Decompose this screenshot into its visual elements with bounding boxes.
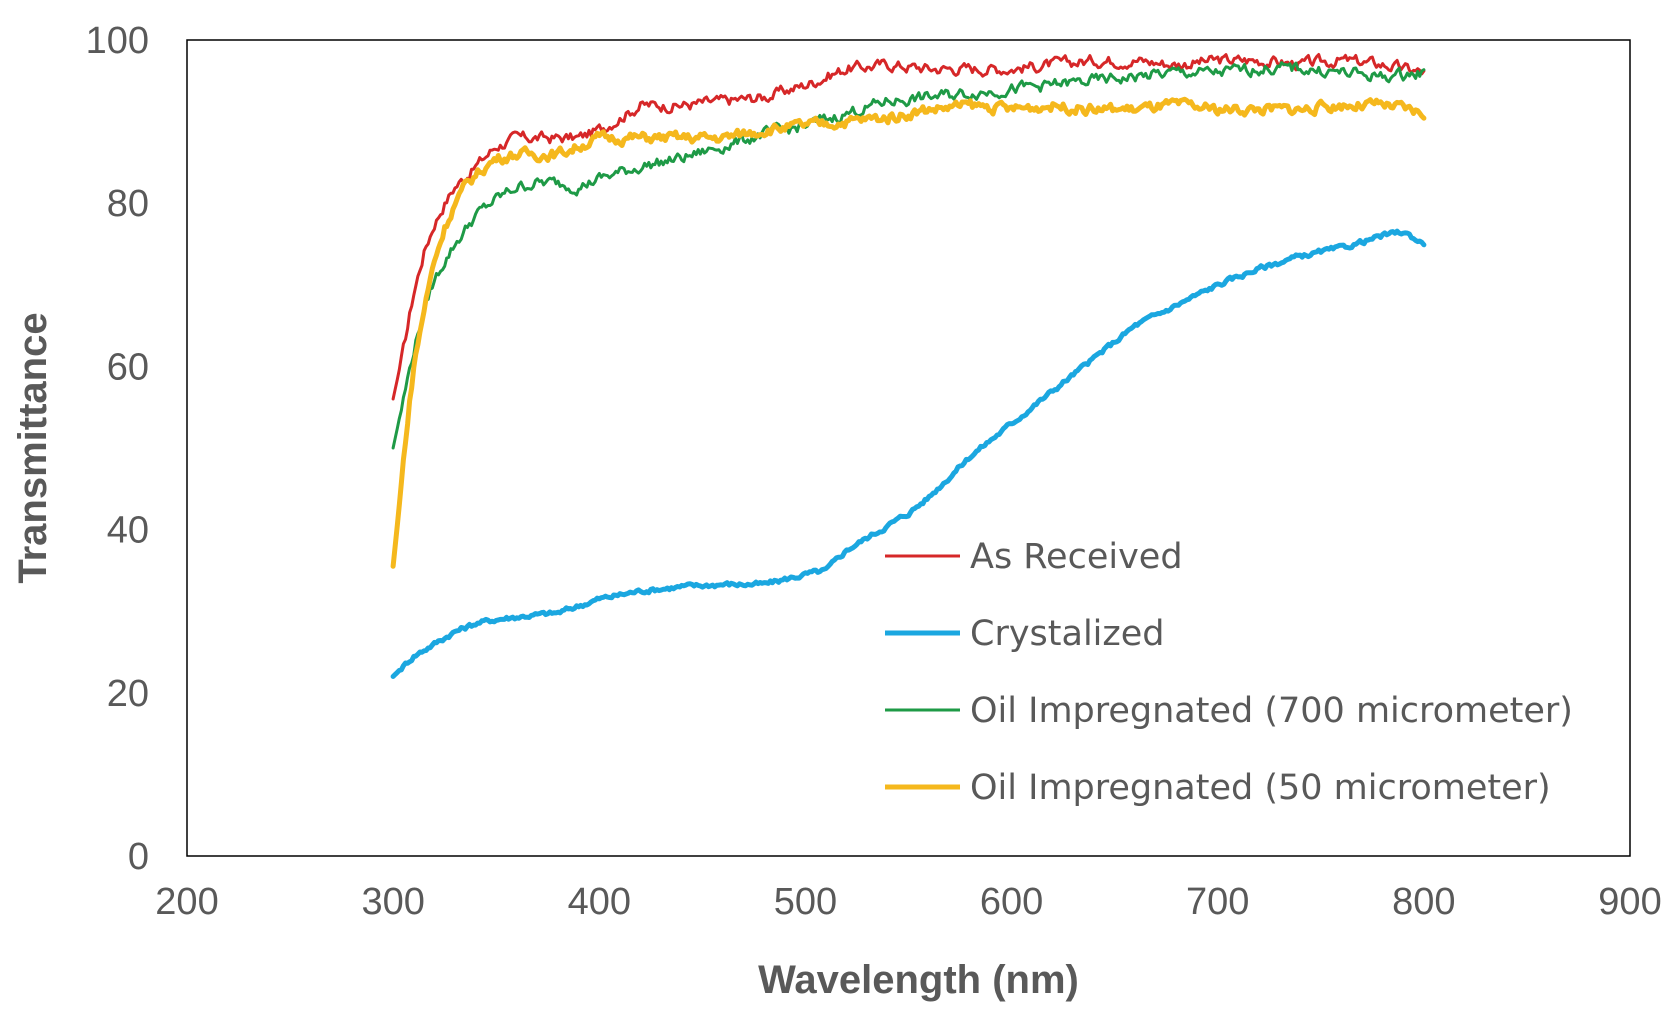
plot-frame bbox=[186, 39, 1631, 857]
legend-label-2: Crystalized bbox=[970, 614, 1165, 654]
legend-label-3: Oil Impregnated (700 micrometer) bbox=[970, 691, 1573, 731]
x-tick-label: 300 bbox=[361, 881, 424, 923]
legend-label-4: Oil Impregnated (50 micrometer) bbox=[970, 768, 1551, 808]
x-tick-label: 500 bbox=[774, 881, 837, 923]
y-tick-label: 0 bbox=[128, 836, 149, 878]
y-tick-label: 60 bbox=[107, 346, 149, 388]
x-tick-label: 600 bbox=[980, 881, 1043, 923]
y-axis-title: Transmittance bbox=[11, 312, 55, 583]
x-tick-label: 400 bbox=[568, 881, 631, 923]
series-line-3 bbox=[391, 61, 1426, 450]
y-tick-label: 80 bbox=[107, 183, 149, 225]
legend-label-1: As Received bbox=[970, 537, 1183, 577]
series-line-1 bbox=[391, 53, 1426, 401]
series-line-2 bbox=[390, 228, 1427, 679]
x-tick-label: 800 bbox=[1392, 881, 1455, 923]
y-tick-label: 40 bbox=[107, 510, 149, 552]
y-tick-label: 100 bbox=[86, 20, 149, 62]
x-tick-label: 700 bbox=[1186, 881, 1249, 923]
x-tick-label: 900 bbox=[1598, 881, 1661, 923]
series-line-4 bbox=[390, 96, 1427, 569]
x-axis-title: Wavelength (nm) bbox=[758, 958, 1079, 1002]
x-tick-label: 200 bbox=[155, 881, 218, 923]
y-tick-label: 20 bbox=[107, 673, 149, 715]
